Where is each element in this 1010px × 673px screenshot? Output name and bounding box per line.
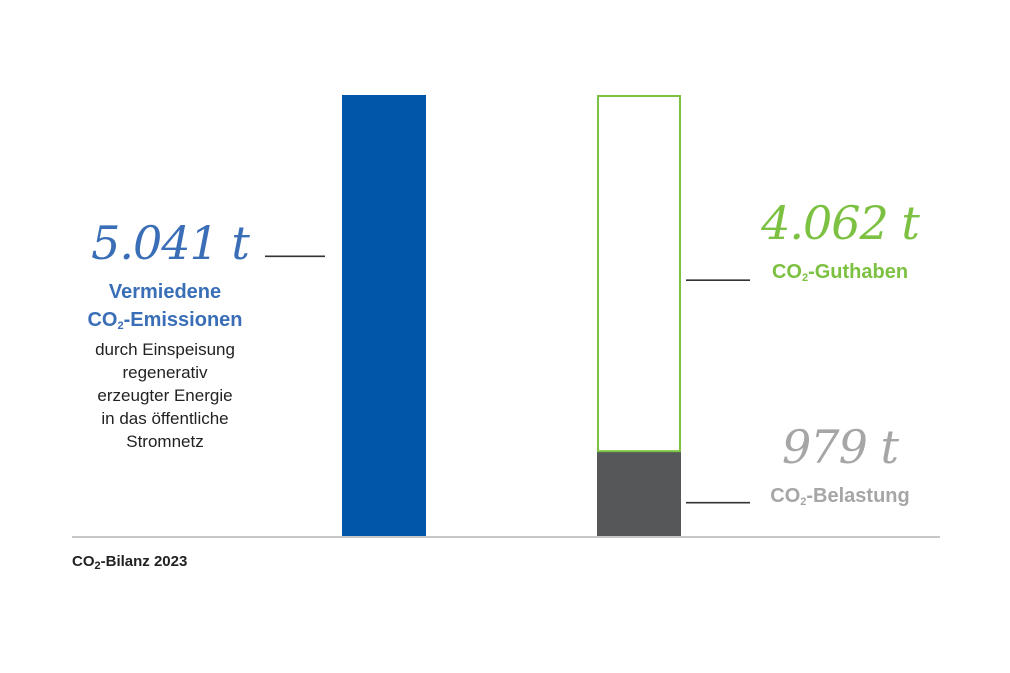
bar-segment-balance-0	[597, 451, 681, 537]
avoided-desc-line: durch Einspeisung	[95, 340, 235, 359]
credit-label: CO2-Guthaben	[771, 261, 909, 284]
avoided-title-line2: CO2-Emissionen	[87, 309, 243, 332]
avoided-description: durch Einspeisung regenerativ erzeugter …	[50, 338, 280, 453]
avoided-label-block: 5.041 t Vermiedene CO2-Emissionen durch …	[50, 220, 280, 453]
credit-label-block: 4.062 t CO2-Guthaben	[740, 200, 940, 286]
credit-value: 4.062 t	[761, 196, 920, 250]
bar-segment-avoided-0	[342, 95, 426, 537]
chart-footer: CO2-Bilanz 2023	[72, 553, 188, 572]
avoided-desc-line: in das öffentliche	[101, 409, 229, 428]
burden-value: 979 t	[782, 420, 899, 474]
bar-segment-balance-1	[597, 95, 681, 453]
avoided-desc-line: erzeugter Energie	[97, 386, 233, 405]
avoided-title-line1: Vermiedene	[108, 281, 222, 303]
avoided-title: Vermiedene CO2-Emissionen	[50, 278, 280, 334]
avoided-desc-line: Stromnetz	[126, 432, 204, 451]
avoided-value: 5.041 t	[91, 216, 250, 270]
burden-label-block: 979 t CO2-Belastung	[740, 424, 940, 510]
avoided-desc-line: regenerativ	[122, 363, 208, 382]
burden-label: CO2-Belastung	[770, 485, 910, 508]
